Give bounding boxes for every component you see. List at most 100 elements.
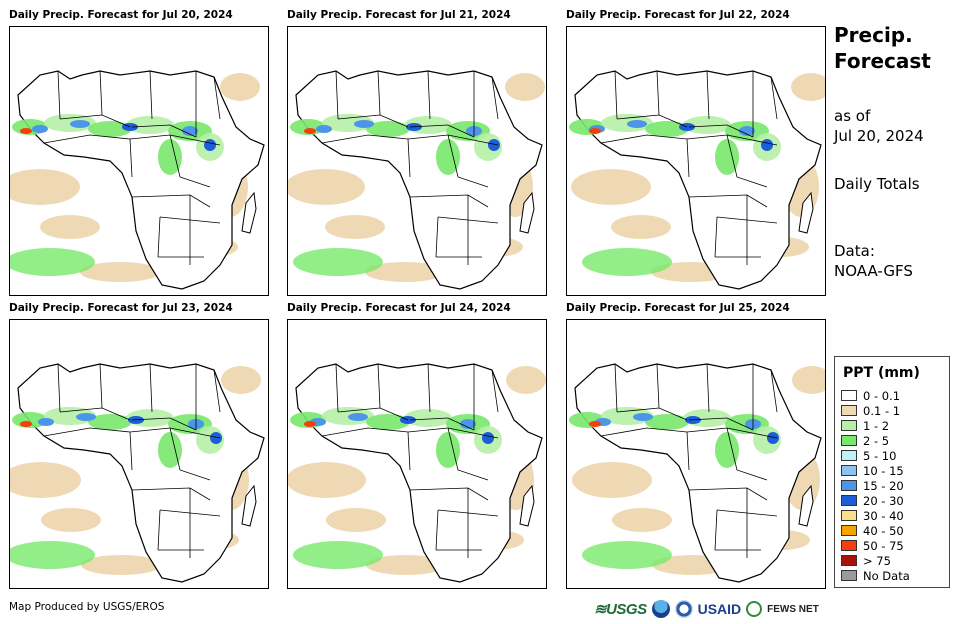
rain-band xyxy=(436,139,460,175)
forecast-panel-jul-25: Daily Precip. Forecast for Jul 25, 2024 xyxy=(566,302,836,592)
doc-seal-icon xyxy=(674,600,693,618)
map-svg xyxy=(288,70,545,290)
forecast-panel-jul-20: Daily Precip. Forecast for Jul 20, 2024 xyxy=(9,9,279,299)
rain-band xyxy=(715,432,739,468)
country-borders xyxy=(600,363,778,558)
intense-rain-cell xyxy=(589,421,601,427)
panel-title: Daily Precip. Forecast for Jul 24, 2024 xyxy=(287,302,511,314)
madagascar-outline xyxy=(798,191,814,234)
legend-label: 5 - 10 xyxy=(863,448,897,463)
intense-rain-cell xyxy=(304,128,316,134)
legend-swatch xyxy=(841,420,857,431)
madagascar-outline xyxy=(241,191,257,234)
intense-rain-cell xyxy=(20,128,32,134)
legend-item: > 75 xyxy=(841,553,910,568)
precip-map xyxy=(287,26,547,296)
panel-title: Daily Precip. Forecast for Jul 21, 2024 xyxy=(287,9,511,21)
data-source: NOAA-GFS xyxy=(834,262,913,280)
forecast-panel-jul-22: Daily Precip. Forecast for Jul 22, 2024 xyxy=(566,9,836,299)
usgs-logo: ≋USGS xyxy=(594,601,647,618)
light-rain-area xyxy=(220,73,260,101)
data-label: Data: xyxy=(834,242,875,260)
legend-label: 50 - 75 xyxy=(863,538,904,553)
forecast-panel-jul-23: Daily Precip. Forecast for Jul 23, 2024 xyxy=(9,302,279,592)
heavy-rain-cell xyxy=(32,125,48,133)
country-borders xyxy=(600,70,778,265)
intense-rain-cell xyxy=(20,421,32,427)
heavy-rain-cell xyxy=(70,120,90,128)
noaa-logo-icon xyxy=(651,600,670,618)
panel-title: Daily Precip. Forecast for Jul 23, 2024 xyxy=(9,302,233,314)
heavy-rain-cell xyxy=(488,139,500,151)
light-rain-area xyxy=(221,366,261,394)
rain-band xyxy=(88,414,132,430)
rain-area xyxy=(293,541,383,569)
madagascar-outline xyxy=(798,484,814,527)
legend-label: 2 - 5 xyxy=(863,433,890,448)
legend-label: 1 - 2 xyxy=(863,418,890,433)
rain-area xyxy=(10,541,95,569)
light-rain-area xyxy=(366,555,446,575)
rain-band xyxy=(436,432,460,468)
heavy-rain-cell xyxy=(76,413,96,421)
light-rain-area xyxy=(365,262,445,282)
madagascar-outline xyxy=(241,484,257,527)
heavy-rain-cell xyxy=(482,432,494,444)
panel-title: Daily Precip. Forecast for Jul 20, 2024 xyxy=(9,9,233,21)
madagascar-outline xyxy=(519,484,535,527)
light-rain-area xyxy=(10,169,80,205)
side-title: Precip. Forecast xyxy=(834,22,931,74)
legend-swatch xyxy=(841,540,857,551)
heavy-rain-cell xyxy=(316,125,332,133)
rain-area xyxy=(10,248,95,276)
heavy-rain-cell xyxy=(739,126,755,136)
legend-swatch xyxy=(841,435,857,446)
rain-band xyxy=(715,139,739,175)
precip-map xyxy=(9,319,269,589)
legend-label: 40 - 50 xyxy=(863,523,904,538)
legend-label: No Data xyxy=(863,568,910,583)
light-rain-area xyxy=(572,462,652,498)
rain-band xyxy=(645,414,689,430)
legend-item: 5 - 10 xyxy=(841,448,910,463)
light-rain-area xyxy=(80,262,160,282)
legend-label: > 75 xyxy=(863,553,891,568)
legend-swatch xyxy=(841,495,857,506)
legend-item: 1 - 2 xyxy=(841,418,910,433)
legend-label: 30 - 40 xyxy=(863,508,904,523)
map-svg xyxy=(288,363,546,583)
light-rain-area xyxy=(81,555,161,575)
light-rain-area xyxy=(792,366,825,394)
legend-swatch xyxy=(841,465,857,476)
legend-item: 10 - 15 xyxy=(841,463,910,478)
fews-globe-icon xyxy=(746,601,763,617)
legend-item: 40 - 50 xyxy=(841,523,910,538)
light-rain-area xyxy=(612,508,672,532)
legend-swatch xyxy=(841,510,857,521)
partner-logos: ≋USGS USAID FEWS NET xyxy=(594,598,819,620)
map-svg xyxy=(569,70,825,290)
rain-band xyxy=(158,432,182,468)
legend-item: 30 - 40 xyxy=(841,508,910,523)
precip-map xyxy=(566,26,826,296)
as-of-date: Jul 20, 2024 xyxy=(834,127,924,145)
legend-item: 0 - 0.1 xyxy=(841,388,910,403)
intense-rain-cell xyxy=(589,128,601,134)
fews-net-logo: FEWS NET xyxy=(767,603,819,615)
light-rain-area xyxy=(325,215,385,239)
rain-band xyxy=(683,116,731,134)
legend-label: 0.1 - 1 xyxy=(863,403,901,418)
map-svg xyxy=(10,363,265,583)
panel-title: Daily Precip. Forecast for Jul 25, 2024 xyxy=(566,302,790,314)
legend-item: 2 - 5 xyxy=(841,433,910,448)
totals-label: Daily Totals xyxy=(834,175,920,193)
heavy-rain-cell xyxy=(348,413,368,421)
legend-title: PPT (mm) xyxy=(843,365,920,381)
heavy-rain-cell xyxy=(761,139,773,151)
heavy-rain-cell xyxy=(627,120,647,128)
legend-label: 10 - 15 xyxy=(863,463,904,478)
as-of-label: as of xyxy=(834,107,871,125)
legend-swatch xyxy=(841,390,857,401)
light-rain-area xyxy=(40,215,100,239)
light-rain-area xyxy=(571,169,651,205)
